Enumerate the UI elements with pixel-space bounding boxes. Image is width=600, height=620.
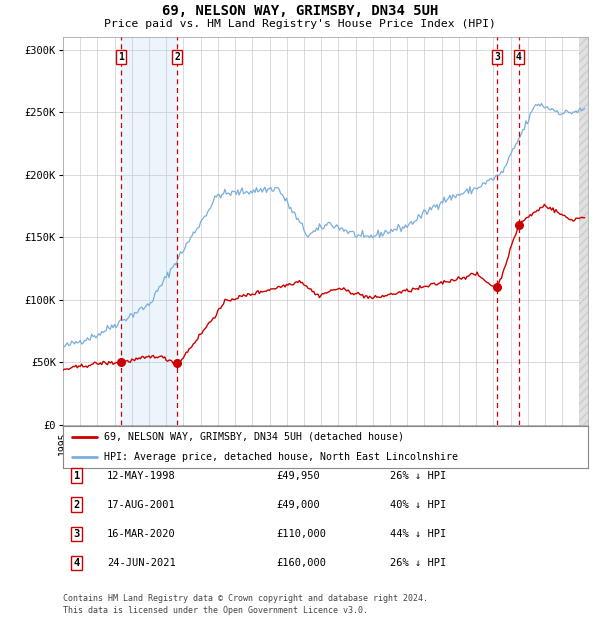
- Text: £49,950: £49,950: [276, 471, 320, 480]
- Text: 1: 1: [118, 52, 124, 62]
- Text: 26% ↓ HPI: 26% ↓ HPI: [390, 558, 446, 568]
- Text: 4: 4: [516, 52, 522, 62]
- Text: 12-MAY-1998: 12-MAY-1998: [107, 471, 176, 480]
- Text: 69, NELSON WAY, GRIMSBY, DN34 5UH (detached house): 69, NELSON WAY, GRIMSBY, DN34 5UH (detac…: [104, 432, 404, 442]
- Bar: [121, 37, 177, 425]
- Text: 1: 1: [74, 471, 80, 480]
- Text: 4: 4: [74, 558, 80, 568]
- Text: 26% ↓ HPI: 26% ↓ HPI: [390, 471, 446, 480]
- Text: 40% ↓ HPI: 40% ↓ HPI: [390, 500, 446, 510]
- Text: 2: 2: [74, 500, 80, 510]
- Text: 44% ↓ HPI: 44% ↓ HPI: [390, 529, 446, 539]
- Text: 16-MAR-2020: 16-MAR-2020: [107, 529, 176, 539]
- Text: £49,000: £49,000: [276, 500, 320, 510]
- Text: 17-AUG-2001: 17-AUG-2001: [107, 500, 176, 510]
- Text: Price paid vs. HM Land Registry's House Price Index (HPI): Price paid vs. HM Land Registry's House …: [104, 19, 496, 29]
- Text: 2: 2: [174, 52, 180, 62]
- Text: HPI: Average price, detached house, North East Lincolnshire: HPI: Average price, detached house, Nort…: [104, 452, 458, 462]
- Text: Contains HM Land Registry data © Crown copyright and database right 2024.
This d: Contains HM Land Registry data © Crown c…: [63, 593, 428, 615]
- Text: 69, NELSON WAY, GRIMSBY, DN34 5UH: 69, NELSON WAY, GRIMSBY, DN34 5UH: [162, 4, 438, 19]
- Text: £160,000: £160,000: [276, 558, 326, 568]
- Bar: [580, 37, 588, 425]
- Text: £110,000: £110,000: [276, 529, 326, 539]
- Text: 3: 3: [494, 52, 500, 62]
- Text: 24-JUN-2021: 24-JUN-2021: [107, 558, 176, 568]
- Text: 3: 3: [74, 529, 80, 539]
